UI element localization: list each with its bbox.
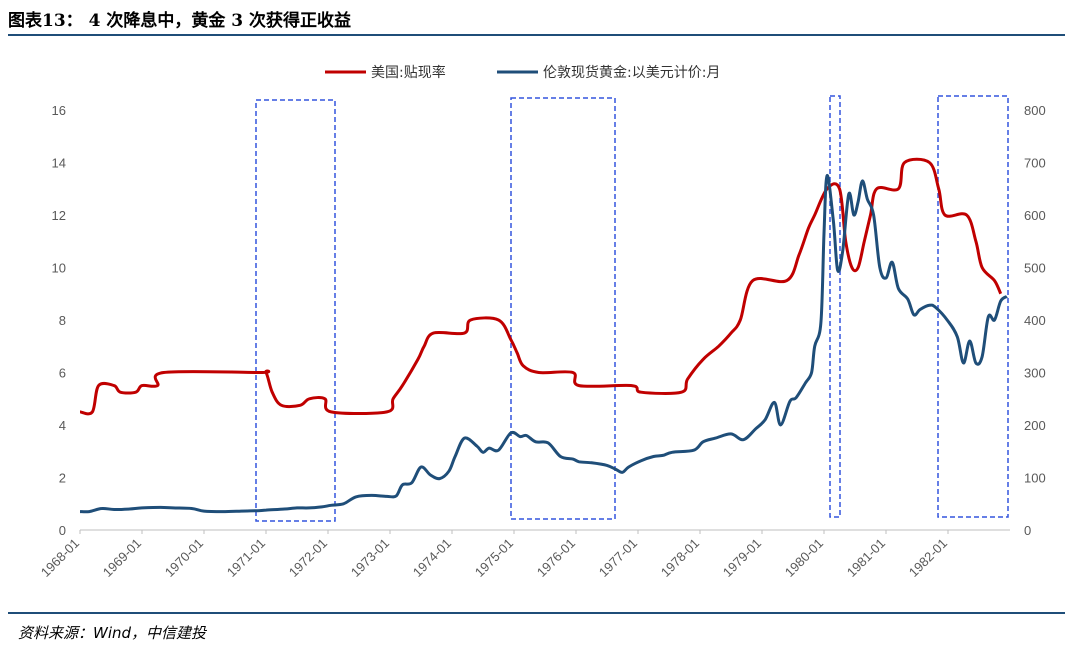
y-left-tick-label: 16 [52,103,66,118]
x-tick-label: 1969-01 [100,536,144,580]
highlight-box-1982 [937,95,1009,518]
y-left-tick-label: 14 [52,156,66,171]
highlight-box-1975 [510,97,616,520]
y-right-tick-label: 400 [1024,313,1046,328]
y-right-tick-label: 0 [1024,523,1031,538]
y-right-tick-label: 500 [1024,261,1046,276]
x-tick-label: 1975-01 [472,536,516,580]
chart-title: 图表13： 4 次降息中，黄金 3 次获得正收益 [8,11,351,31]
x-tick-label: 1968-01 [38,536,82,580]
y-right-tick-label: 800 [1024,103,1046,118]
y-left-tick-label: 8 [59,313,66,328]
y-left-tick-label: 0 [59,523,66,538]
x-tick-label: 1982-01 [906,536,950,580]
y-left-tick-label: 4 [59,418,66,433]
x-tick-label: 1979-01 [720,536,764,580]
legend: 美国:贴现率 伦敦现货黄金:以美元计价:月 [325,64,720,81]
y-right-tick-label: 200 [1024,418,1046,433]
y-right-tick-label: 600 [1024,208,1046,223]
series-lines [79,157,1008,514]
y-left-tick-label: 10 [52,261,66,276]
x-tick-label: 1972-01 [286,536,330,580]
legend-label-gold-price: 伦敦现货黄金:以美元计价:月 [543,64,720,81]
x-tick-label: 1970-01 [162,536,206,580]
y-right-tick-label: 100 [1024,471,1046,486]
x-tick-label: 1980-01 [782,536,826,580]
series-line-discount-rate [79,157,1003,416]
y-right-tick-label: 700 [1024,156,1046,171]
series-line-gold-price [79,174,1008,514]
y-left-tick-label: 12 [52,208,66,223]
x-tick-label: 1977-01 [596,536,640,580]
chart-area: 美国:贴现率 伦敦现货黄金:以美元计价:月 0 2 4 6 8 10 12 14 16 0 100 2… [38,64,1046,580]
top-rule [8,34,1065,36]
legend-label-discount-rate: 美国:贴现率 [371,64,446,81]
x-tick-label: 1981-01 [844,536,888,580]
x-tick-label: 1973-01 [348,536,392,580]
bottom-rule [8,612,1065,614]
x-tick-label: 1976-01 [534,536,578,580]
x-tick-label: 1974-01 [410,536,454,580]
y-left-tick-label: 2 [59,471,66,486]
x-tick-label: 1978-01 [658,536,702,580]
y-right-tick-label: 300 [1024,366,1046,381]
y-left-tick-label: 6 [59,366,66,381]
highlight-box-1980 [829,95,841,518]
highlight-boxes [255,95,1009,522]
source-note: 资料来源：Wind，中信建投 [18,624,207,642]
x-tick-label: 1971-01 [224,536,268,580]
highlight-box-1971 [255,99,336,522]
